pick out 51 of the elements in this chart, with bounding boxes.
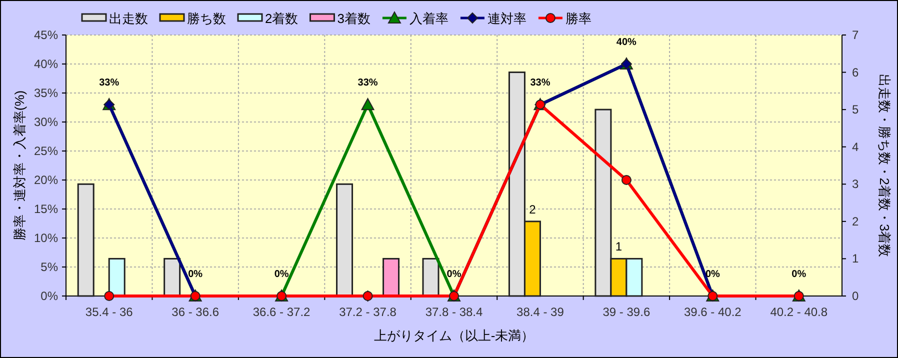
y2-axis-title: 出走数・勝ち数・2着数・3着数 — [877, 74, 892, 258]
x-tick-label: 36.6 - 37.2 — [252, 305, 311, 319]
y-tick-label: 10% — [34, 231, 58, 245]
y-tick-label: 40% — [34, 57, 58, 71]
y-tick-label: 25% — [34, 144, 58, 158]
data-label: 33% — [530, 78, 550, 89]
y-tick-label: 5% — [40, 260, 58, 274]
point — [361, 98, 374, 110]
legend-label: 勝ち数 — [187, 11, 226, 26]
data-label: 2 — [529, 202, 536, 216]
y2-tick-label: 5 — [852, 102, 859, 117]
data-label: 0% — [188, 269, 203, 280]
y2-tick-label: 0 — [852, 289, 859, 303]
legend-label: 2着数 — [265, 11, 298, 26]
y-tick-label: 35% — [34, 86, 58, 100]
x-tick-label: 38.4 - 39 — [516, 305, 564, 319]
point — [104, 291, 114, 301]
x-tick-label: 37.2 - 37.8 — [339, 305, 397, 319]
y-axis-title: 勝率・連対率・入着率(%) — [12, 90, 27, 241]
y-tick-label: 45% — [34, 28, 58, 42]
data-label: 0% — [792, 269, 806, 280]
legend-label: 連対率 — [487, 11, 526, 26]
y-tick-label: 30% — [34, 115, 58, 129]
x-tick-label: 35.4 - 36 — [85, 305, 134, 319]
data-label: 0% — [274, 269, 289, 280]
y-tick-label: 0% — [40, 289, 58, 303]
x-tick-label: 40.2 - 40.8 — [770, 305, 828, 319]
y2-tick-label: 4 — [852, 140, 859, 154]
x-tick-label: 36 - 36.6 — [172, 305, 220, 319]
data-label: 33% — [99, 78, 120, 89]
point — [621, 175, 632, 185]
data-label: 33% — [358, 78, 378, 89]
data-label: 40% — [616, 37, 637, 48]
y2-tick-label: 1 — [852, 252, 859, 266]
y-tick-label: 15% — [34, 202, 58, 216]
y2-tick-label: 3 — [852, 177, 859, 192]
y-tick-label: 20% — [34, 173, 58, 187]
data-label: 1 — [615, 240, 622, 254]
y2-tick-label: 7 — [852, 28, 859, 42]
legend-label: 勝率 — [565, 11, 592, 26]
bar — [77, 183, 94, 297]
legend-label: 3着数 — [337, 11, 370, 26]
data-label: 0% — [446, 269, 462, 280]
x-tick-label: 37.8 - 38.4 — [425, 305, 484, 319]
y2-tick-label: 2 — [852, 214, 859, 228]
x-axis-title: 上がりタイム（以上-未満） — [374, 328, 534, 343]
y2-tick-label: 6 — [852, 65, 859, 80]
x-tick-label: 39.6 - 40.2 — [684, 305, 742, 319]
x-tick-label: 39 - 39.6 — [602, 305, 650, 319]
legend-label: 入着率 — [409, 11, 448, 26]
legend-label: 出走数 — [109, 11, 148, 26]
